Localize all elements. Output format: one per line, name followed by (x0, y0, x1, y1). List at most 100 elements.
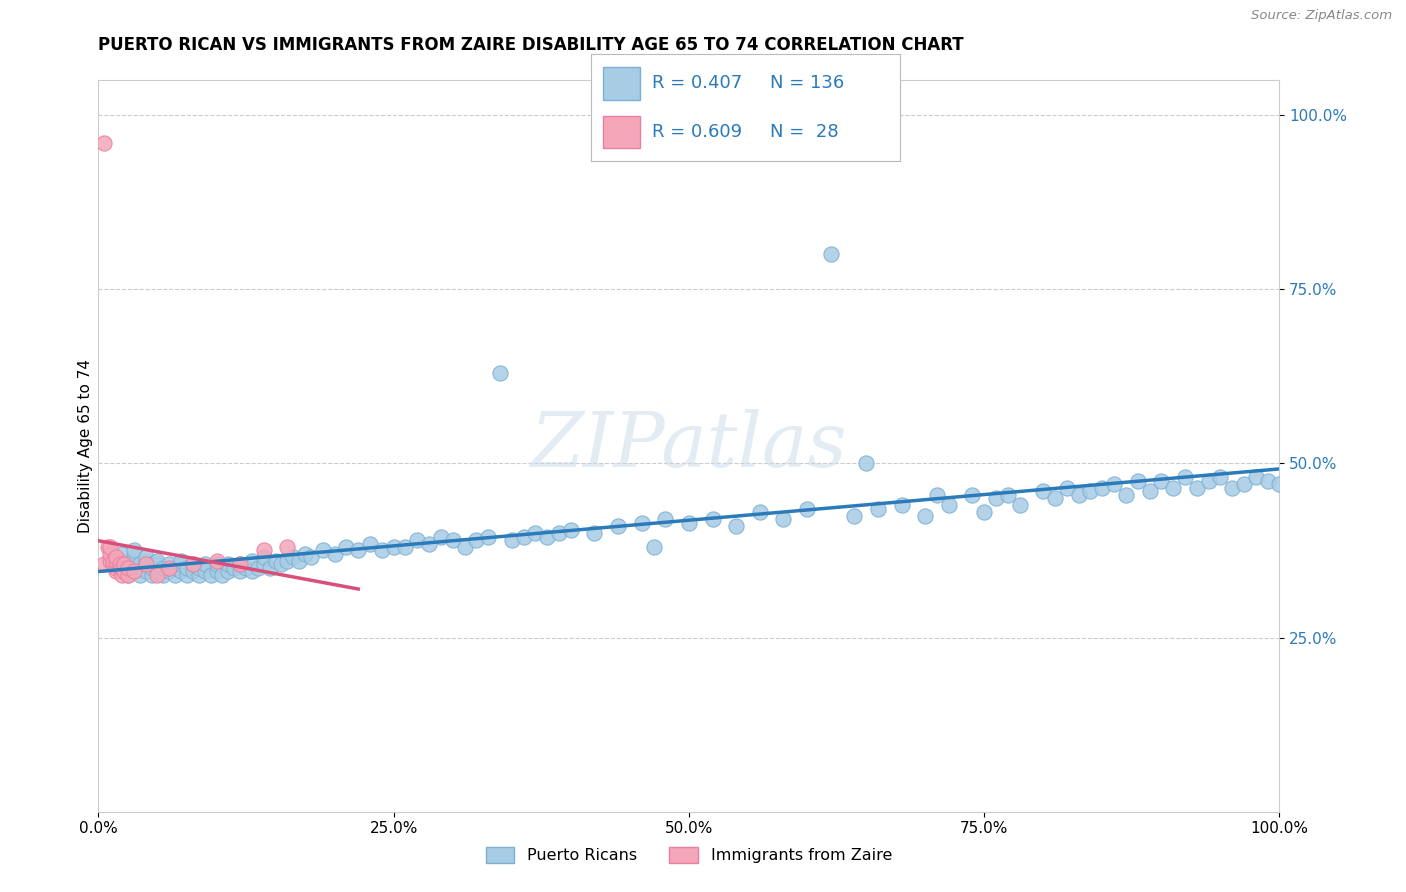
Point (489, 366, 512, 380)
Point (122, 543, 145, 558)
Point (382, 540, 405, 554)
Text: R = 0.407: R = 0.407 (652, 75, 742, 93)
Point (117, 567, 139, 582)
Point (607, 519, 630, 533)
Text: PUERTO RICAN VS IMMIGRANTS FROM ZAIRE DISABILITY AGE 65 TO 74 CORRELATION CHART: PUERTO RICAN VS IMMIGRANTS FROM ZAIRE DI… (98, 36, 965, 54)
Point (820, 247, 842, 261)
Point (772, 512, 794, 526)
Point (512, 530, 534, 544)
Point (157, 561, 180, 575)
Y-axis label: Disability Age 65 to 74: Disability Age 65 to 74 (77, 359, 93, 533)
Point (1139, 484, 1161, 499)
Point (1008, 498, 1031, 512)
Point (335, 540, 357, 554)
Point (312, 543, 335, 558)
Point (253, 550, 276, 565)
Point (135, 565, 157, 579)
Point (288, 554, 311, 568)
Point (135, 558, 157, 572)
Point (146, 558, 169, 572)
Point (748, 505, 770, 519)
Point (1115, 488, 1137, 502)
Point (253, 558, 276, 572)
Point (1209, 470, 1232, 484)
Point (1257, 474, 1279, 488)
Point (165, 567, 187, 582)
Point (1198, 474, 1220, 488)
Point (122, 554, 145, 568)
Point (240, 554, 263, 568)
Point (465, 533, 488, 547)
Point (359, 536, 381, 550)
Point (1091, 481, 1114, 495)
Point (536, 530, 558, 544)
Point (796, 501, 818, 516)
Point (524, 526, 547, 541)
Point (441, 533, 464, 547)
Point (1043, 491, 1066, 506)
Point (240, 565, 263, 579)
Text: N =  28: N = 28 (770, 123, 838, 141)
Point (1220, 481, 1243, 495)
Point (253, 543, 276, 558)
Point (1102, 477, 1125, 491)
Point (108, 561, 131, 575)
Point (205, 554, 228, 568)
Point (643, 540, 665, 554)
FancyBboxPatch shape (603, 68, 640, 100)
Point (122, 565, 145, 579)
Point (866, 501, 889, 516)
Point (1067, 488, 1090, 502)
Point (98, 547, 121, 561)
Point (235, 561, 257, 575)
Point (141, 567, 163, 582)
Point (117, 561, 139, 575)
Point (394, 540, 416, 554)
Text: Source: ZipAtlas.com: Source: ZipAtlas.com (1251, 9, 1392, 22)
Point (128, 567, 150, 582)
Point (925, 488, 948, 502)
Point (406, 533, 429, 547)
Point (141, 558, 163, 572)
Point (108, 558, 131, 572)
Point (111, 565, 134, 579)
Point (224, 561, 246, 575)
Point (1233, 477, 1256, 491)
Point (371, 543, 394, 558)
Point (702, 512, 724, 526)
Point (418, 536, 440, 550)
Point (187, 567, 209, 582)
Point (152, 561, 174, 575)
Point (678, 516, 700, 530)
Point (111, 547, 134, 561)
Point (453, 540, 475, 554)
Point (299, 550, 322, 565)
Point (122, 565, 145, 579)
Point (844, 508, 866, 523)
Point (122, 558, 145, 572)
Point (181, 558, 204, 572)
Point (200, 567, 222, 582)
Point (170, 554, 193, 568)
Point (105, 561, 128, 575)
Point (146, 567, 169, 582)
Text: ZIPatlas: ZIPatlas (530, 409, 848, 483)
Point (984, 491, 1007, 506)
Point (93, 136, 115, 150)
Point (1032, 484, 1054, 499)
Point (654, 512, 676, 526)
Point (1150, 474, 1173, 488)
Point (1080, 484, 1102, 499)
Point (111, 561, 134, 575)
Point (1185, 481, 1208, 495)
Point (135, 554, 157, 568)
Point (276, 540, 298, 554)
Point (122, 550, 145, 565)
Point (181, 558, 204, 572)
Point (477, 530, 499, 544)
Point (1268, 477, 1291, 491)
Point (283, 550, 305, 565)
Point (146, 554, 169, 568)
Point (117, 567, 139, 582)
Point (276, 554, 298, 568)
